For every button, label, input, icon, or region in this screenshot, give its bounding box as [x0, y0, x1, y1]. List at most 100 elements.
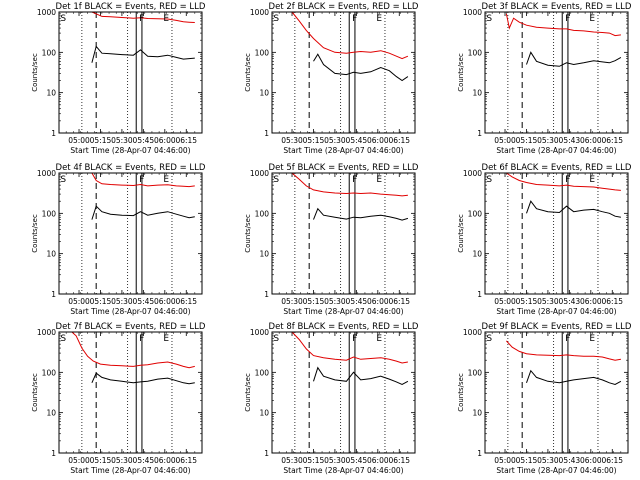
x-tick-label: 05:00 [494, 136, 516, 145]
marker-e: E [163, 334, 169, 344]
marker-s: S [60, 175, 66, 185]
x-tick-label: 05:45 [346, 136, 368, 145]
y-axis-label: Counts/sec [244, 53, 252, 92]
series-lld [506, 172, 621, 191]
x-tick-label: 05:30 [111, 456, 133, 465]
y-tick-label: 1 [477, 290, 482, 299]
plot-frame [58, 331, 203, 454]
y-tick-label: 10 [46, 89, 56, 98]
x-tick-label: 05:43 [559, 297, 581, 306]
x-tick-label: 05:15 [90, 136, 112, 145]
marker-s: S [60, 334, 66, 344]
subplot-det-4: Det 4f BLACK = Events, RED = LLD Counts/s… [31, 163, 206, 316]
marker-s: S [273, 14, 279, 24]
y-axis-label: Counts/sec [31, 53, 39, 92]
y-tick-label: 1 [264, 129, 269, 138]
x-tick-label: 06:15 [175, 297, 197, 306]
series-lld [506, 340, 621, 361]
x-tick-label: 06:00 [367, 136, 389, 145]
x-tick-label: 06:00 [154, 136, 176, 145]
x-tick-label: 05:43 [559, 136, 581, 145]
y-tick-label: 10 [472, 89, 482, 98]
y-tick-label: 100 [42, 48, 57, 57]
x-axis-label: Start Time (28-Apr-07 04:46:00) [283, 146, 403, 155]
x-tick-label: 05:30 [281, 456, 303, 465]
x-tick-label: 05:00 [68, 297, 90, 306]
plot-frame [58, 172, 203, 295]
marker-e: E [163, 14, 169, 24]
subplot-det-9: Det 9f BLACK = Events, RED = LLD Counts/s… [457, 322, 632, 475]
marker-e: E [163, 175, 169, 185]
y-tick-label: 10 [472, 250, 482, 259]
x-axis-label: Start Time (28-Apr-07 04:46:00) [283, 307, 403, 316]
x-axis-label: Start Time (28-Apr-07 04:46:00) [70, 466, 190, 475]
x-tick-label: 05:45 [346, 456, 368, 465]
x-tick-label: 05:30 [281, 297, 303, 306]
marker-f: F [352, 14, 357, 24]
x-tick-label: 05:30 [324, 136, 346, 145]
x-tick-label: 06:15 [601, 136, 623, 145]
y-tick-label: 1000 [37, 169, 56, 178]
x-tick-label: 05:15 [303, 136, 325, 145]
x-tick-label: 05:00 [494, 456, 516, 465]
subplot-det-5: Det 5f BLACK = Events, RED = LLD Counts/s… [244, 163, 419, 316]
y-tick-label: 100 [255, 368, 270, 377]
subplot-title: Det 9f BLACK = Events, RED = LLD [482, 322, 632, 332]
series-lld [291, 172, 408, 197]
x-tick-label: 05:43 [559, 456, 581, 465]
x-tick-label: 06:15 [175, 136, 197, 145]
x-tick-label: 05:45 [346, 297, 368, 306]
x-tick-label: 05:30 [324, 456, 346, 465]
marker-f: F [565, 14, 570, 24]
y-axis-label: Counts/sec [244, 214, 252, 253]
y-tick-label: 1 [264, 290, 269, 299]
marker-f: F [352, 334, 357, 344]
series-events [526, 200, 621, 218]
series-lld [291, 331, 408, 364]
series-lld [505, 13, 621, 37]
y-tick-label: 1000 [250, 8, 269, 17]
marker-f: F [565, 175, 570, 185]
marker-f: F [139, 14, 144, 24]
y-axis-label: Counts/sec [457, 214, 465, 253]
series-events [91, 45, 195, 63]
y-tick-label: 100 [468, 48, 483, 57]
x-tick-label: 05:00 [68, 456, 90, 465]
subplot-title: Det 2f BLACK = Events, RED = LLD [269, 2, 419, 12]
y-tick-label: 100 [468, 209, 483, 218]
subplot-title: Det 7f BLACK = Events, RED = LLD [56, 322, 206, 332]
x-tick-label: 06:00 [154, 297, 176, 306]
y-axis-label: Counts/sec [457, 53, 465, 92]
marker-s: S [486, 175, 492, 185]
x-tick-label: 05:30 [111, 136, 133, 145]
series-lld [71, 331, 195, 369]
x-tick-label: 05:45 [133, 456, 155, 465]
y-axis-label: Counts/sec [244, 373, 252, 412]
x-tick-label: 06:15 [388, 136, 410, 145]
y-tick-label: 1000 [250, 169, 269, 178]
plot-frame [484, 172, 629, 295]
x-tick-label: 06:15 [175, 456, 197, 465]
x-tick-label: 05:30 [537, 136, 559, 145]
series-events [91, 372, 195, 385]
marker-f: F [352, 175, 357, 185]
plot-frame [271, 331, 416, 454]
y-tick-label: 100 [468, 368, 483, 377]
marker-f: F [139, 334, 144, 344]
y-axis-label: Counts/sec [457, 373, 465, 412]
plot-frame [58, 11, 203, 134]
subplot-det-8: Det 8f BLACK = Events, RED = LLD Counts/s… [244, 322, 419, 475]
series-lld [91, 172, 195, 188]
y-tick-label: 1000 [463, 8, 482, 17]
x-tick-label: 05:30 [324, 297, 346, 306]
x-tick-label: 06:00 [580, 297, 602, 306]
x-tick-label: 06:00 [367, 456, 389, 465]
y-tick-label: 1 [477, 129, 482, 138]
y-tick-label: 10 [259, 409, 269, 418]
x-tick-label: 06:00 [367, 297, 389, 306]
y-tick-label: 1000 [463, 169, 482, 178]
marker-e: E [589, 14, 595, 24]
y-tick-label: 10 [46, 409, 56, 418]
marker-e: E [376, 334, 382, 344]
